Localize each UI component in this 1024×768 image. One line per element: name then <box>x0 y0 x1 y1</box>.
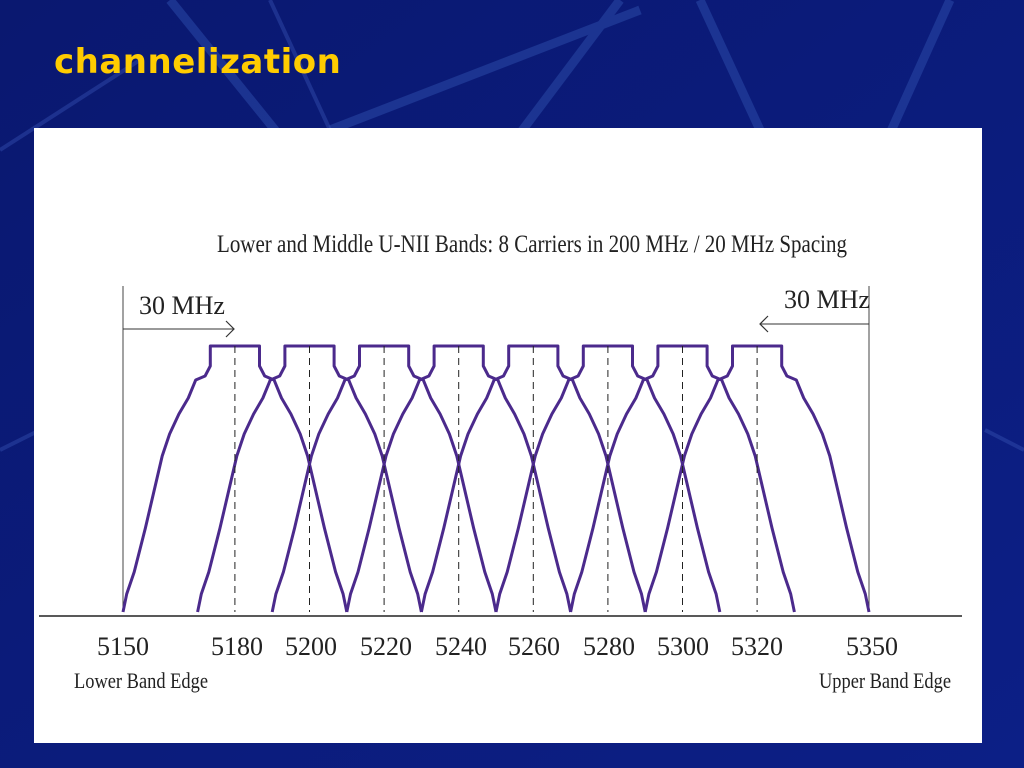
freq-label-5200: 5200 <box>285 632 337 661</box>
center-line-group <box>234 346 758 612</box>
freq-label-5280: 5280 <box>583 632 635 661</box>
freq-label-5350: 5350 <box>846 632 898 661</box>
diagram-panel: Lower and Middle U-NII Bands: 8 Carriers… <box>34 128 982 743</box>
channel-diagram: Lower and Middle U-NII Bands: 8 Carriers… <box>39 231 962 693</box>
freq-label-5180: 5180 <box>211 632 263 661</box>
diagram-heading: Lower and Middle U-NII Bands: 8 Carriers… <box>217 231 847 258</box>
upper-band-edge-label: Upper Band Edge <box>819 668 951 693</box>
guard-left-arrow <box>123 320 235 338</box>
freq-label-5260: 5260 <box>508 632 560 661</box>
freq-label-5220: 5220 <box>360 632 412 661</box>
freq-label-5150: 5150 <box>97 632 149 661</box>
lower-band-edge-label: Lower Band Edge <box>74 668 208 693</box>
freq-label-5240: 5240 <box>435 632 487 661</box>
slide-title: channelization <box>54 42 342 82</box>
freq-label-5300: 5300 <box>657 632 709 661</box>
guard-right-arrow <box>759 315 869 333</box>
freq-label-5320: 5320 <box>731 632 783 661</box>
guard-left-label: 30 MHz <box>139 291 225 320</box>
guard-right-label: 30 MHz <box>784 285 870 314</box>
